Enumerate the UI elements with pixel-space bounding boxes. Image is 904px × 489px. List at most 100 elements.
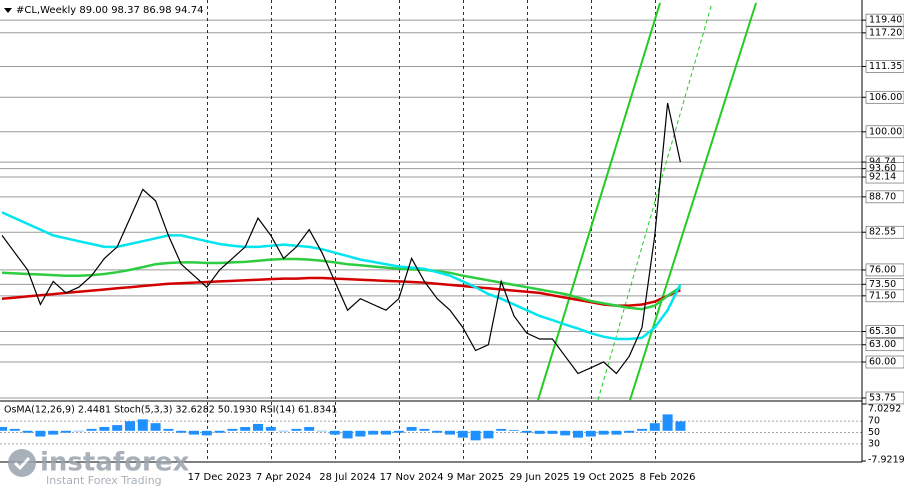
osma-bar [470, 430, 481, 441]
osma-bar [432, 430, 443, 433]
osma-bar [521, 430, 532, 433]
x-tick-label: 19 Oct 2025 [573, 472, 635, 483]
y-tick-label: 119.40 [869, 15, 902, 26]
rsi-tick-label: 50 [868, 427, 880, 438]
osma-bar [9, 428, 20, 431]
osma-bar [304, 426, 315, 431]
price-line [1, 102, 681, 375]
osma-bar [573, 430, 583, 438]
x-tick-label: 28 Jul 2024 [319, 472, 376, 483]
osma-bar [163, 428, 174, 431]
chart-title: #CL,Weekly 89.00 98.37 86.98 94.74 [16, 5, 203, 16]
osma-bar [534, 430, 545, 434]
osma-bar [0, 426, 7, 431]
osma-bar [125, 421, 135, 431]
osma-bar [112, 425, 123, 431]
watermark-tagline: Instant Forex Trading [46, 474, 162, 487]
osma-bar [585, 430, 596, 437]
y-tick-label-box [865, 90, 904, 104]
osma-bar [496, 428, 507, 431]
osma-bar [329, 430, 340, 435]
osma-bar [355, 430, 366, 437]
watermark: instaforex Instant Forex Trading [8, 448, 190, 487]
osma-bar [73, 430, 84, 432]
y-tick-label: 93.60 [869, 163, 896, 174]
x-tick-label: 9 Mar 2025 [447, 472, 504, 483]
y-tick-label: 60.00 [869, 357, 896, 368]
osma-bar [406, 426, 417, 431]
osma-bar [227, 428, 238, 431]
y-tick-label: 117.20 [869, 27, 902, 38]
moving-average-line [1, 211, 682, 341]
osma-bar [457, 430, 468, 438]
channel-line [537, 2, 661, 401]
osma-bar [253, 423, 263, 431]
rsi-tick-label: 70 [868, 416, 880, 427]
y-tick-label-box [865, 263, 904, 277]
x-tick-label: 17 Nov 2024 [380, 472, 444, 483]
osma-bar [86, 428, 97, 431]
y-tick-label-box [865, 13, 904, 27]
osma-bar [381, 430, 391, 435]
y-tick-label: 71.50 [869, 290, 896, 301]
osma-bar [637, 428, 647, 431]
watermark-brand: instaforex [40, 448, 190, 478]
y-tick-label-box [865, 289, 904, 303]
osma-bar [176, 430, 187, 433]
osma-bar [150, 423, 161, 431]
osma-bar [368, 430, 379, 435]
y-tick-label: 63.00 [869, 339, 896, 350]
y-tick-label-box [865, 26, 904, 40]
y-tick-label: 53.75 [869, 392, 896, 403]
watermark-logo [8, 449, 36, 477]
osma-bar [317, 430, 327, 432]
osma-bar [265, 426, 276, 431]
moving-average-line [1, 276, 681, 307]
x-tick-label: 8 Feb 2026 [640, 472, 696, 483]
menu-arrow [4, 8, 12, 13]
y-tick-label-box [865, 391, 904, 405]
x-tick-label: 7 Apr 2024 [256, 472, 311, 483]
channel-mid-line [597, 2, 713, 401]
osma-bar [291, 428, 302, 431]
osma-bar [48, 430, 59, 435]
osma-bar [611, 430, 622, 435]
osma-bar [624, 430, 635, 433]
y-tick-label-box [865, 338, 904, 352]
y-tick-label: 100.00 [869, 126, 902, 137]
osc-tick-label: -7.9219 [868, 455, 904, 466]
osma-bar [598, 430, 609, 435]
y-tick-label-box [865, 225, 904, 239]
y-tick-label-box [865, 60, 904, 73]
y-tick-label: 106.00 [869, 92, 902, 103]
osma-bar [189, 430, 199, 435]
y-tick-label-box [865, 170, 904, 184]
osma-bar [509, 430, 519, 431]
osma-bar [393, 430, 404, 433]
osma-bar [137, 419, 148, 431]
x-tick-label: 17 Dec 2023 [188, 472, 252, 483]
y-tick-label: 82.55 [869, 227, 896, 238]
osma-bar [214, 430, 225, 433]
osma-bar [662, 414, 673, 431]
y-tick-label: 92.14 [869, 172, 896, 183]
osma-bar [483, 430, 494, 439]
osc-tick-label: 7.0292 [868, 404, 901, 415]
osma-bar [35, 430, 46, 437]
y-tick-label-box [865, 190, 904, 204]
y-tick-label: 76.00 [869, 264, 896, 275]
channel-line [629, 2, 757, 401]
osma-bar [22, 430, 33, 433]
y-tick-label: 88.70 [869, 191, 896, 202]
osma-bar [649, 423, 660, 431]
osma-bar [61, 430, 71, 433]
osma-bar [560, 430, 571, 436]
osma-bar [419, 428, 430, 431]
osma-bar [342, 430, 353, 439]
osma-bar [445, 430, 455, 435]
y-tick-label: 65.30 [869, 326, 896, 337]
y-tick-label: 94.74 [869, 157, 896, 168]
osma-bar [278, 430, 289, 432]
y-tick-label: 111.35 [869, 61, 902, 72]
